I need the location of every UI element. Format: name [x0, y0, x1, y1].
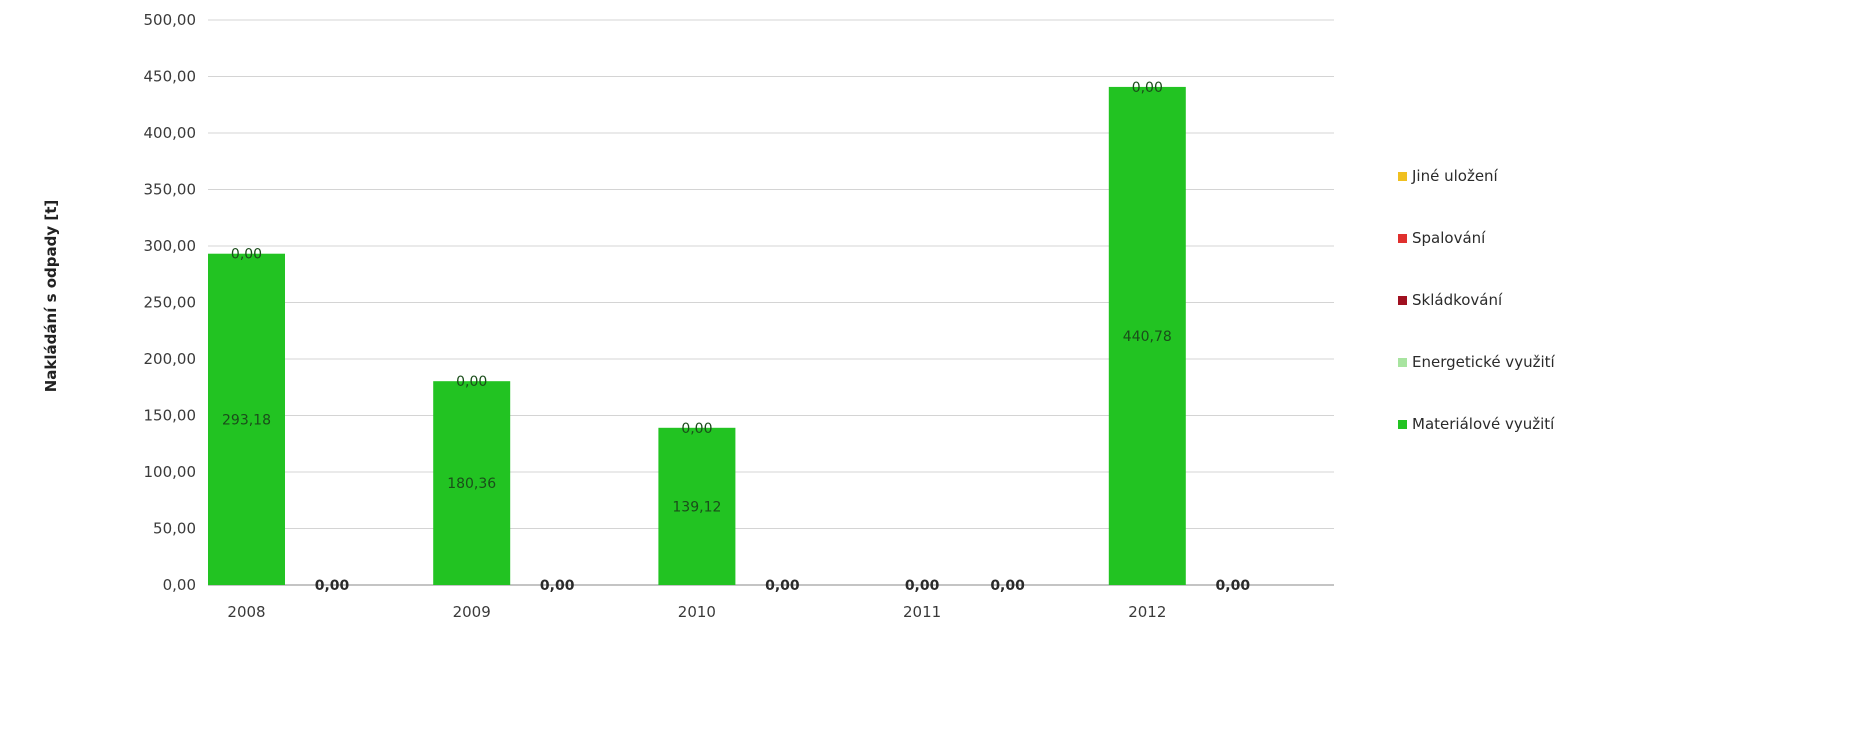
- legend-swatch: [1398, 296, 1407, 305]
- data-labels: 293,18 0,00 0,00 180,36 0,00 0,00 139,12 0,00 0,…: [222, 80, 1250, 594]
- data-label: 0,00: [1216, 578, 1251, 594]
- bars: [208, 86, 1186, 585]
- x-tick-label: 2011: [903, 603, 941, 621]
- data-label: 0,00: [905, 578, 940, 594]
- bar: [433, 381, 511, 585]
- bar: [658, 427, 736, 585]
- y-tick-label: 100,00: [144, 463, 197, 481]
- legend-label: Materiálové využití: [1412, 415, 1555, 433]
- data-label: 139,12: [672, 499, 721, 515]
- legend-label: Skládkování: [1412, 291, 1503, 309]
- y-tick-label: 300,00: [144, 237, 197, 255]
- legend-swatch: [1398, 172, 1407, 181]
- data-label: 0,00: [231, 247, 262, 263]
- y-axis-label: Nakládání s odpady [t]: [42, 200, 60, 393]
- y-axis-ticks: 0,00 50,00 100,00 150,00 200,00 250,00 300,00 3…: [144, 11, 197, 594]
- data-label: 0,00: [990, 578, 1025, 594]
- legend-swatch: [1398, 358, 1407, 367]
- y-tick-label: 350,00: [144, 181, 197, 199]
- y-tick-label: 250,00: [144, 294, 197, 312]
- y-tick-label: 200,00: [144, 350, 197, 368]
- x-tick-label: 2008: [227, 603, 265, 621]
- y-tick-label: 50,00: [153, 520, 196, 538]
- bar: [208, 253, 285, 585]
- data-label: 293,18: [222, 412, 271, 428]
- x-axis-ticks: 2008 2009 2010 2011 2012: [227, 603, 1166, 621]
- legend-label: Energetické využití: [1412, 353, 1555, 371]
- data-label: 440,78: [1123, 329, 1172, 345]
- data-label: 0,00: [1132, 80, 1163, 96]
- x-tick-label: 2009: [453, 603, 491, 621]
- data-label: 180,36: [447, 476, 496, 492]
- y-tick-label: 150,00: [144, 407, 197, 425]
- legend-label: Spalování: [1412, 229, 1486, 247]
- data-label: 0,00: [681, 421, 712, 437]
- gridlines: [208, 19, 1334, 586]
- x-tick-label: 2012: [1128, 603, 1166, 621]
- legend: Jiné uložení Spalování Skládkování Energeti…: [1398, 167, 1555, 433]
- y-tick-label: 500,00: [144, 11, 197, 29]
- bar: [1108, 86, 1186, 585]
- y-tick-label: 450,00: [144, 68, 197, 86]
- legend-swatch: [1398, 420, 1407, 429]
- x-tick-label: 2010: [678, 603, 716, 621]
- y-tick-label: 400,00: [144, 124, 197, 142]
- data-label: 0,00: [765, 578, 800, 594]
- data-label: 0,00: [540, 578, 575, 594]
- data-label: 0,00: [456, 374, 487, 390]
- legend-label: Jiné uložení: [1411, 167, 1499, 185]
- data-label: 0,00: [315, 578, 350, 594]
- y-tick-label: 0,00: [163, 576, 196, 594]
- legend-swatch: [1398, 234, 1407, 243]
